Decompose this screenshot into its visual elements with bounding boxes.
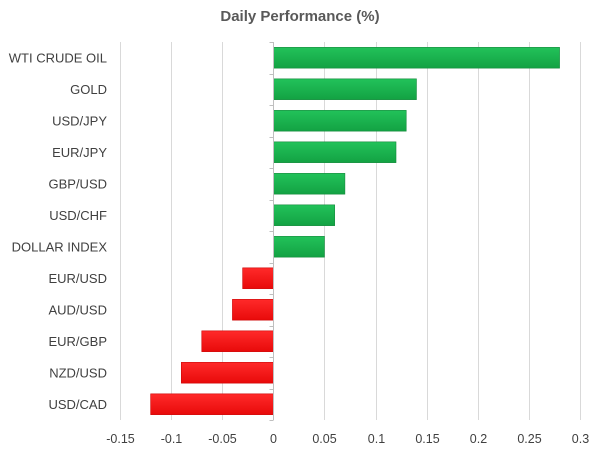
x-tick-labels: -0.15 -0.1 -0.05 0 0.05 0.1 0.15 0.2 0.25 0.3	[106, 432, 589, 446]
category-labels: WTI CRUDE OIL GOLD USD/JPY EUR/JPY GBP/USD US…	[9, 50, 108, 412]
x-tick-label: -0.05	[208, 432, 237, 446]
category-label: USD/JPY	[52, 113, 107, 128]
category-label: EUR/JPY	[52, 145, 107, 160]
bar-usd-cad	[150, 393, 274, 415]
x-tick-label: 0.1	[368, 432, 385, 446]
category-label: DOLLAR INDEX	[12, 239, 108, 254]
bar-aud-usd	[232, 299, 274, 321]
category-label: USD/CHF	[49, 208, 107, 223]
bar-wti-crude-oil	[273, 47, 560, 69]
bar-eur-usd	[242, 267, 274, 289]
bar-usd-chf	[273, 204, 335, 226]
x-tick-label: 0.15	[415, 432, 439, 446]
category-label: EUR/GBP	[48, 334, 107, 349]
bar-gold	[273, 78, 417, 100]
category-label: GBP/USD	[48, 176, 107, 191]
x-tick-label: -0.1	[161, 432, 183, 446]
category-label: USD/CAD	[48, 397, 107, 412]
category-label: EUR/USD	[48, 271, 107, 286]
chart-title: Daily Performance (%)	[220, 8, 380, 25]
axes	[269, 42, 274, 421]
bar-dollar-index	[273, 236, 325, 258]
category-label: WTI CRUDE OIL	[9, 50, 107, 65]
x-tick-label: 0.3	[572, 432, 589, 446]
category-label: GOLD	[70, 82, 107, 97]
bar-eur-jpy	[273, 141, 397, 163]
x-tick-label: 0.05	[312, 432, 336, 446]
x-tick-label: 0.2	[470, 432, 487, 446]
bar-usd-jpy	[273, 110, 407, 132]
category-label: NZD/USD	[49, 365, 107, 380]
x-tick-label: -0.15	[106, 432, 135, 446]
bars	[150, 47, 560, 415]
category-label: AUD/USD	[48, 302, 107, 317]
x-tick-label: 0	[270, 432, 277, 446]
bar-nzd-usd	[181, 362, 274, 384]
gridlines	[120, 42, 581, 420]
bar-gbp-usd	[273, 173, 346, 195]
bar-eur-gbp	[201, 330, 274, 352]
x-tick-label: 0.25	[517, 432, 541, 446]
